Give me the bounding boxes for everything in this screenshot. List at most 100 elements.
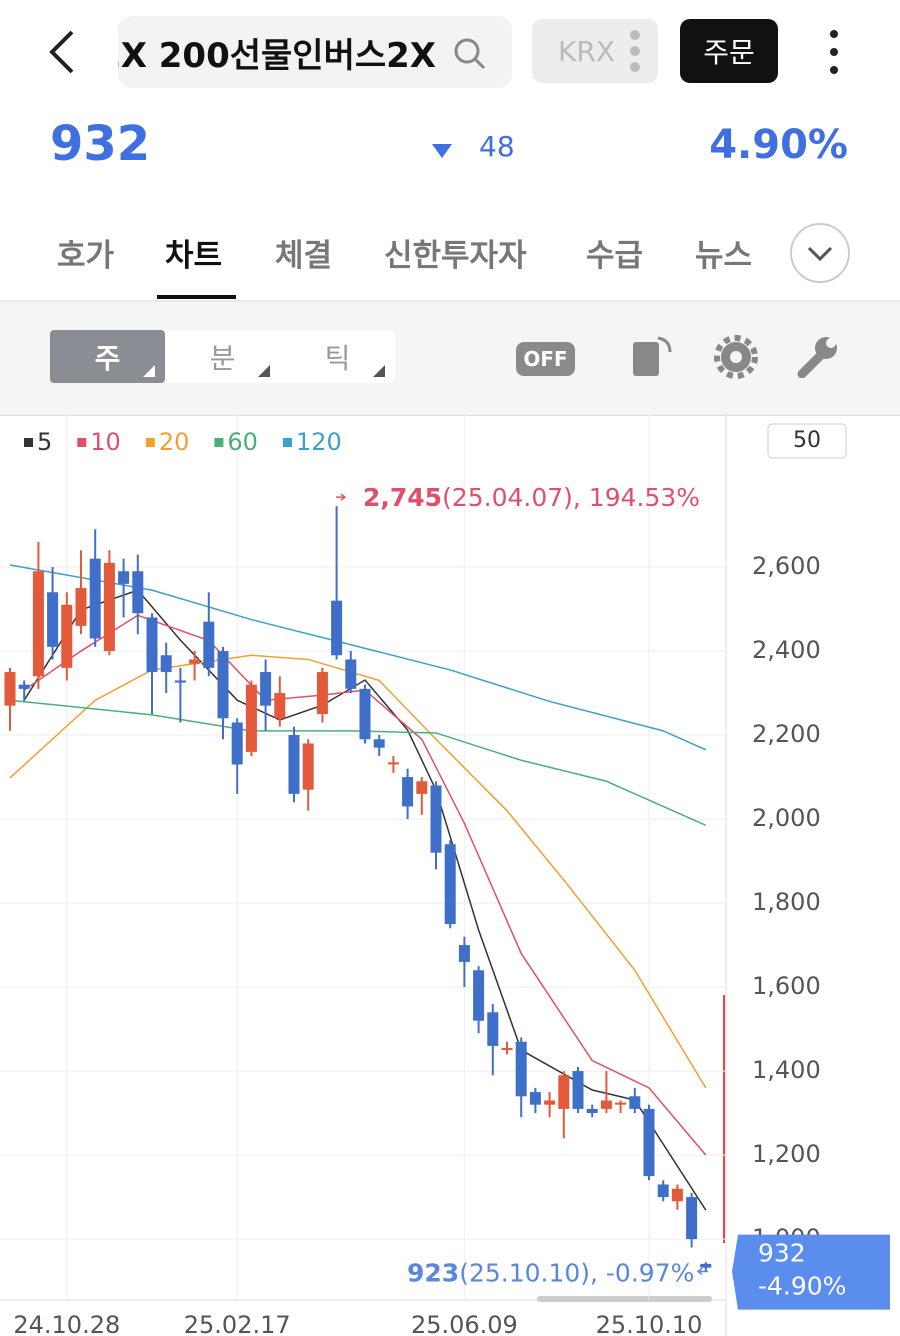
- x-tick-label: 24.10.28: [13, 1311, 120, 1336]
- candle-count: 50: [793, 428, 821, 453]
- exchange-label: KRX: [558, 34, 615, 68]
- candle-body: [260, 672, 272, 706]
- legend-label: 5: [37, 428, 52, 456]
- candle-body: [231, 722, 243, 765]
- exchange-dots: [630, 30, 640, 72]
- search-text: KODEX 200선물인버스2X: [118, 35, 436, 76]
- price-change: 48: [479, 130, 515, 163]
- chart: 50 1,0001,2001,4001,6001,8002,0002,2002,…: [0, 413, 890, 1336]
- legend-swatch: [282, 438, 292, 447]
- candle-body: [430, 785, 442, 853]
- down-triangle: [432, 144, 452, 158]
- candle-body: [600, 1100, 612, 1109]
- legend-label: 20: [159, 428, 190, 456]
- annotation-detail: (25.10.10), -0.97%: [459, 1258, 694, 1287]
- tab[interactable]: 호가: [57, 238, 115, 274]
- tab[interactable]: 신한투자자: [384, 238, 527, 274]
- candle-body: [515, 1041, 527, 1097]
- annotation-arrow: [696, 1267, 708, 1276]
- legend-label: 60: [227, 428, 258, 456]
- tab[interactable]: 뉴스: [695, 238, 753, 274]
- candle-body: [700, 1263, 712, 1268]
- current-change: -4.90%: [758, 1272, 846, 1301]
- back-button[interactable]: [40, 28, 80, 78]
- period-label: 주: [94, 341, 121, 375]
- scrollbar[interactable]: [537, 1296, 712, 1302]
- candle-body: [402, 777, 414, 807]
- candle-body: [487, 1012, 499, 1046]
- candle-body: [288, 735, 300, 794]
- candle-body: [203, 621, 215, 668]
- candle-body: [671, 1188, 683, 1202]
- y-tick-label: 2,400: [752, 636, 821, 664]
- y-tick-label: 2,200: [752, 720, 821, 748]
- period-button[interactable]: 주: [50, 330, 165, 383]
- candle-body: [558, 1075, 570, 1109]
- candle-body: [146, 617, 158, 673]
- candle-body: [118, 571, 130, 584]
- period-button[interactable]: 분: [165, 330, 280, 383]
- order-button[interactable]: 주문: [680, 19, 778, 83]
- candle-body: [316, 672, 328, 715]
- annotation-arrow: [336, 493, 347, 501]
- candle-body: [174, 680, 186, 683]
- exchange-button[interactable]: KRX: [532, 19, 658, 83]
- candle-body: [274, 693, 286, 719]
- price: 932: [50, 116, 151, 172]
- order-label: 주문: [703, 36, 755, 69]
- candle-body: [387, 762, 399, 765]
- candle-body: [544, 1100, 556, 1105]
- candle-body: [302, 743, 314, 790]
- legend-swatch: [24, 438, 33, 447]
- x-tick-label: 25.06.09: [411, 1311, 518, 1336]
- candle-body: [245, 684, 257, 752]
- annotation: 2,745(25.04.07), 194.53%: [363, 483, 700, 512]
- indicator-toggle[interactable]: OFF: [516, 342, 575, 376]
- annotation: 923(25.10.10), -0.97%: [407, 1258, 694, 1287]
- moving-average-line: [9, 654, 707, 1089]
- y-tick-label: 1,200: [752, 1140, 821, 1168]
- candle-body: [189, 659, 201, 664]
- candle-body: [416, 781, 428, 794]
- annotation-value: 923: [407, 1258, 459, 1287]
- current-price: 932: [758, 1239, 806, 1268]
- candle-body: [32, 571, 44, 677]
- candle-body: [657, 1184, 669, 1198]
- x-tick-label: 25.02.17: [184, 1311, 291, 1336]
- tab[interactable]: 차트: [165, 238, 223, 274]
- period-corner: [143, 365, 155, 377]
- tool-icon[interactable]: [796, 334, 840, 378]
- current-price-box: [732, 1234, 890, 1310]
- candle-body: [373, 739, 385, 748]
- tab[interactable]: 체결: [275, 238, 333, 274]
- tab-dropdown[interactable]: [789, 222, 851, 284]
- tab-underline: [157, 295, 236, 299]
- settings-icon[interactable]: [714, 335, 758, 379]
- candle-body: [75, 588, 87, 626]
- candle-body: [89, 558, 101, 639]
- rotate-icon[interactable]: [630, 334, 676, 378]
- tab[interactable]: 수급: [586, 238, 644, 274]
- moving-average-line: [9, 564, 707, 751]
- candle-body: [572, 1071, 584, 1109]
- period-button[interactable]: 틱: [280, 330, 395, 383]
- more-menu[interactable]: [824, 28, 844, 76]
- candle-body: [132, 571, 144, 614]
- candle-body: [529, 1092, 541, 1105]
- candle-body: [160, 655, 172, 673]
- annotation-detail: (25.04.07), 194.53%: [442, 483, 700, 512]
- candle-body: [586, 1108, 598, 1114]
- legend-label: 10: [90, 428, 121, 456]
- period-label: 틱: [324, 341, 351, 375]
- candle-body: [345, 659, 357, 689]
- period-label: 분: [209, 341, 236, 375]
- moving-average-line: [9, 699, 707, 827]
- y-tick-label: 1,600: [752, 972, 821, 1000]
- candle-body: [643, 1108, 655, 1177]
- count-box[interactable]: [767, 423, 847, 459]
- search-box[interactable]: KODEX 200선물인버스2X: [118, 16, 512, 88]
- legend-label: 120: [296, 428, 342, 456]
- candle-body: [4, 672, 16, 706]
- toggle-label: OFF: [523, 347, 568, 371]
- candle-body: [473, 970, 485, 1021]
